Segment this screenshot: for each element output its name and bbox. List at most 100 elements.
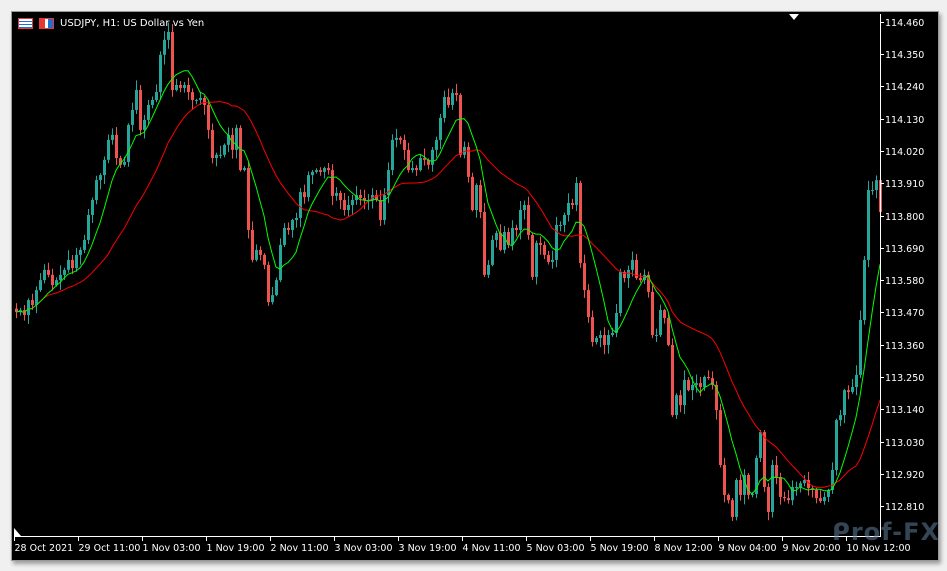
candle [283,223,286,248]
price-label: 114.240 [885,82,924,93]
save-chart-icon[interactable] [39,18,54,29]
chart-window[interactable] [11,11,939,561]
candle-body [599,335,602,338]
candle-body [655,335,658,337]
price-label: 114.020 [885,147,924,158]
candle [703,375,706,391]
candle-body [255,249,258,260]
candle-body [503,232,506,250]
candle-body [779,477,782,497]
candle [775,455,778,485]
chart-grid-icon[interactable] [18,18,33,29]
candle [727,493,730,504]
candle [235,124,238,159]
candle-body [63,269,66,275]
candle [739,474,742,501]
candle [139,84,142,136]
candle [683,370,686,415]
candle [819,490,822,503]
chart-shift-marker-icon[interactable] [789,14,799,20]
candle [543,241,546,260]
candle [307,171,310,202]
candle-body [123,161,126,165]
candle [231,127,234,159]
candle-body [183,85,186,88]
candle-body [683,379,686,406]
candle-body [415,168,418,171]
candle [871,181,874,195]
candle [795,481,798,496]
candle [567,193,570,222]
candle-body [667,317,670,345]
candle-body [451,92,454,105]
candle [315,168,318,174]
candle [483,202,486,277]
price-label: 112.810 [885,502,924,513]
candle [67,250,70,273]
candle [119,155,122,168]
candle-body [751,494,754,496]
candle-body [851,386,854,392]
candle-body [639,278,642,281]
candle-body [791,486,794,501]
candle [347,195,350,218]
candle-body [43,269,46,281]
slow-moving-average-line [15,101,881,488]
candle-body [111,134,114,140]
candle-body [307,175,310,198]
candle [287,222,290,235]
candle-body [623,271,626,279]
candle-body [91,200,94,215]
time-label: 2 Nov 11:00 [271,543,329,554]
candle-body [783,496,786,499]
candle [503,226,506,254]
candle [699,376,702,397]
candle-body [759,432,762,458]
candle-body [283,227,286,245]
candle [763,430,766,492]
candle-body [723,464,726,495]
candle [343,193,346,216]
candle [151,96,154,109]
candle-body [319,170,322,172]
candle [471,172,474,212]
candle-body [295,217,298,220]
candle-body [831,469,834,490]
candle-body [299,192,302,218]
candle-body [859,320,862,375]
candle [735,478,738,521]
candle [163,31,166,65]
candle [255,244,258,262]
candle [467,142,470,183]
candle [439,114,442,150]
candle [219,145,222,159]
candle-body [159,54,162,93]
candle-body [563,214,566,225]
candle-body [743,474,746,495]
candle-body [175,85,178,90]
candle-body [663,310,666,318]
candle [391,134,394,176]
candle-body [799,483,802,487]
candle-body [127,124,130,162]
time-label: 1 Nov 03:00 [143,543,201,554]
candle-body [163,39,166,55]
candle [339,190,342,210]
candle-body [607,335,610,345]
candle-body [659,310,662,336]
candle [495,230,498,248]
candle [79,247,82,265]
candle-body [139,89,142,130]
candle-body [71,259,74,269]
candle-body [707,376,710,379]
candle [823,492,826,505]
candle [99,173,102,190]
candle-body [419,158,422,171]
candle [399,136,402,145]
price-label: 113.140 [885,405,924,416]
candle [327,163,330,175]
candle [847,385,850,400]
candle-body [191,92,194,100]
candle-body [219,154,222,156]
